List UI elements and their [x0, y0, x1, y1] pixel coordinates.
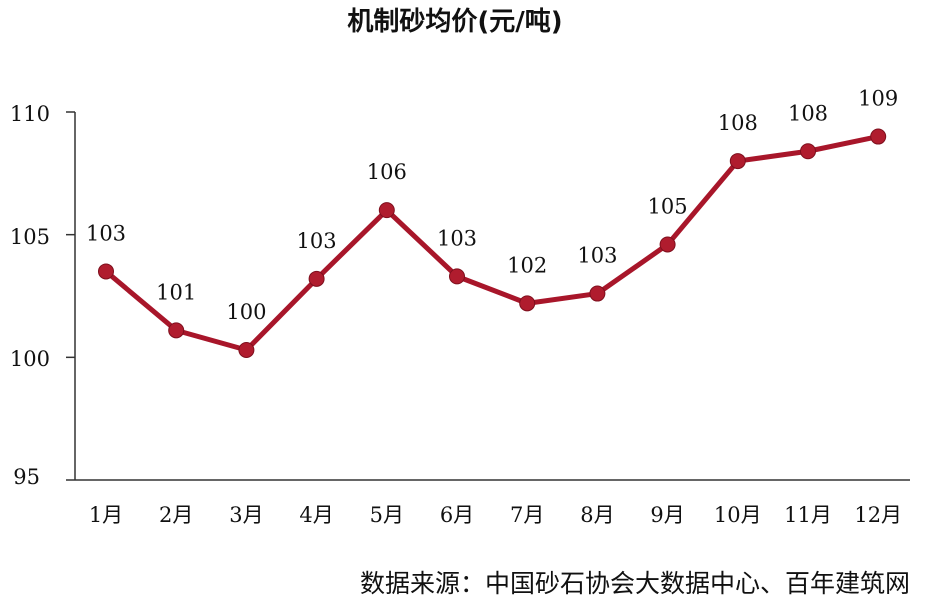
x-tick-label: 6月 [440, 503, 474, 527]
series-line [103, 134, 881, 353]
data-point [729, 153, 746, 170]
x-tick-labels: 1月 2月 3月 4月 5月 6月 7月 8月 9月 10月 11月 12月 [89, 503, 902, 527]
data-point [589, 285, 606, 302]
data-point [449, 268, 465, 285]
y-tick-110: 110 [10, 102, 50, 126]
x-tick-label: 1月 [89, 503, 123, 527]
x-tick-label: 7月 [510, 503, 544, 527]
x-tick-label: 12月 [854, 503, 902, 527]
data-point [98, 263, 114, 280]
data-label: 109 [858, 87, 898, 111]
x-tick-label: 2月 [159, 503, 193, 527]
data-point [378, 202, 395, 219]
data-point [800, 143, 816, 160]
chart-title: 机制砂均价(元/吨) [347, 7, 562, 37]
x-tick-label: 9月 [650, 503, 684, 527]
y-tick-105: 105 [10, 225, 50, 249]
axes [74, 112, 910, 481]
data-point [168, 322, 185, 339]
data-label: 108 [788, 101, 828, 125]
x-tick-label: 11月 [784, 503, 832, 527]
data-point [870, 128, 887, 145]
data-labels: 103 101 100 103 106 103 102 103 105 108 108 109 [86, 87, 898, 324]
data-label: 103 [86, 221, 126, 245]
data-label: 101 [156, 280, 196, 304]
y-tick-100: 100 [10, 347, 50, 371]
data-label: 106 [367, 160, 407, 184]
data-label: 100 [226, 300, 266, 324]
y-tick-labels: 95 100 105 110 [10, 102, 50, 489]
x-tick-label: 8月 [580, 503, 614, 527]
data-points [98, 128, 887, 358]
y-tick-marks [66, 111, 75, 481]
y-tick-95: 95 [13, 465, 40, 489]
x-tick-label: 10月 [714, 503, 762, 527]
source-note: 数据来源：中国砂石协会大数据中心、百年建筑网 [360, 569, 910, 598]
x-tick-label: 4月 [299, 503, 333, 527]
data-point [519, 295, 536, 312]
x-tick-label: 5月 [370, 503, 404, 527]
data-label: 105 [648, 194, 688, 218]
x-tick-label: 3月 [229, 503, 263, 527]
data-point [659, 236, 676, 253]
data-label: 103 [437, 226, 477, 250]
data-label: 102 [507, 253, 547, 277]
data-label: 108 [718, 111, 758, 135]
data-point [238, 341, 255, 358]
data-point [308, 270, 325, 287]
series-price [103, 134, 881, 353]
data-label: 103 [577, 244, 617, 268]
data-label: 103 [297, 229, 337, 253]
